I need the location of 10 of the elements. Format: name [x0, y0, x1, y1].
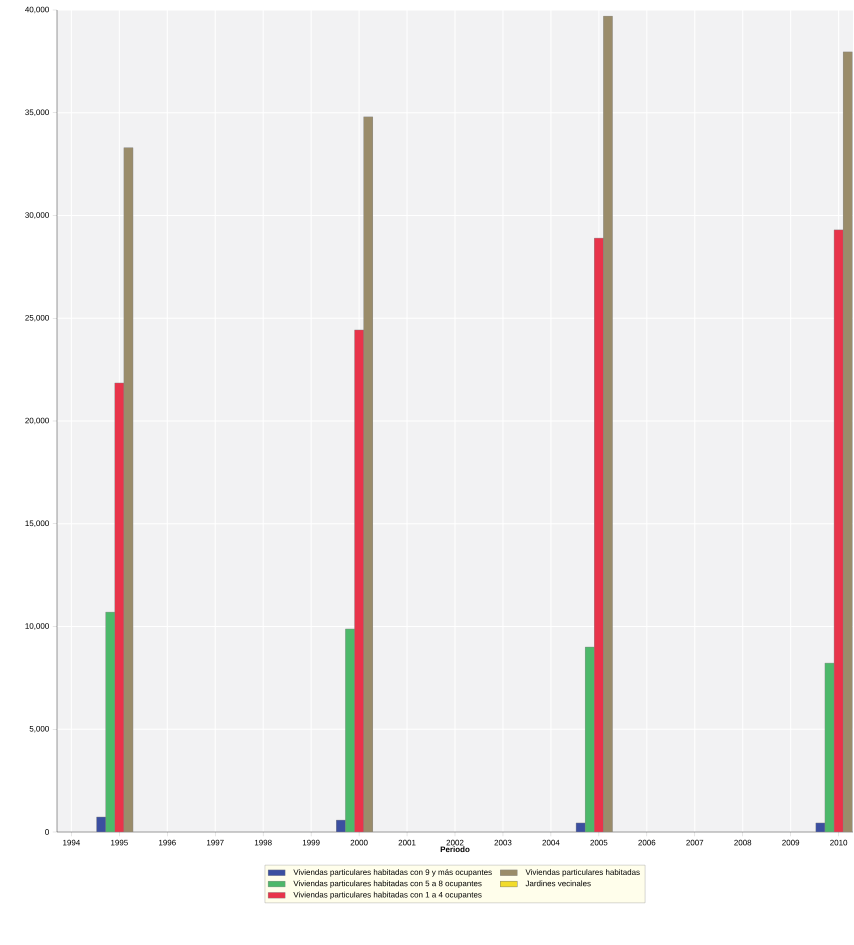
- bar: [834, 230, 844, 832]
- bar: [105, 612, 115, 832]
- bar: [594, 238, 604, 832]
- bar: [124, 147, 134, 832]
- bar: [603, 16, 613, 832]
- bar: [354, 330, 364, 832]
- bar: [114, 382, 124, 832]
- bar: [842, 52, 852, 832]
- bar: [363, 116, 373, 832]
- bar: [584, 646, 595, 832]
